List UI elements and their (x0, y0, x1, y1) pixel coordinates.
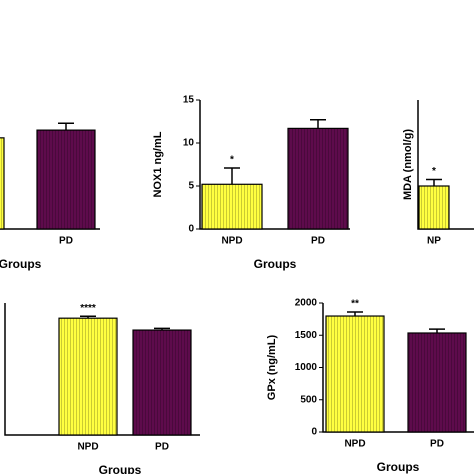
axis-line (417, 100, 474, 230)
error-bar (58, 122, 74, 131)
x-axis-label: Groups (99, 463, 142, 474)
y-tick-label: 1500 (295, 330, 318, 341)
bar-hatch (326, 316, 384, 432)
error-bar (80, 315, 96, 319)
x-axis-label: Groups (377, 460, 420, 474)
y-tick-label: 10 (183, 138, 195, 149)
bar-hatch (419, 186, 449, 229)
error-bar (426, 178, 442, 186)
y-axis-label: GPx (ng/mL) (266, 334, 278, 400)
y-tick-label: 1000 (295, 362, 318, 373)
x-tick-label: PD (311, 236, 325, 247)
y-axis-label: MDA (nmol/g) (402, 129, 414, 200)
x-tick-label: NPD (77, 442, 98, 453)
error-bar (429, 328, 445, 333)
annotation: **** (80, 303, 96, 314)
x-axis-label: Groups (0, 257, 42, 271)
x-tick-label: NP (427, 236, 441, 247)
bar-hatch (288, 128, 348, 229)
annotation: ** (351, 299, 359, 310)
x-tick-label: PD (59, 236, 73, 247)
y-tick-label: 0 (311, 427, 317, 438)
y-tick-label: 0 (188, 224, 194, 235)
y-tick-label: 5 (188, 181, 194, 192)
x-tick-label: NPD (344, 439, 365, 450)
annotation: * (432, 166, 436, 177)
y-axis-label: NOX1 ng/mL (152, 131, 164, 197)
annotation: * (230, 155, 234, 166)
bar-hatch (133, 330, 191, 435)
bar-hatch (59, 318, 117, 435)
x-tick-label: PD (430, 439, 444, 450)
y-tick-label: 15 (183, 95, 195, 106)
error-bar (224, 167, 240, 185)
error-bar (310, 119, 326, 129)
x-axis-label: Groups (254, 257, 297, 271)
x-tick-label: PD (155, 442, 169, 453)
error-bar (347, 311, 363, 317)
bar-hatch (408, 332, 466, 432)
y-tick-label: 500 (300, 394, 317, 405)
bar-hatch (37, 130, 95, 229)
bar-hatch (0, 137, 4, 229)
error-bar (154, 327, 170, 331)
y-tick-label: 2000 (295, 298, 318, 309)
x-tick-label: NPD (221, 236, 242, 247)
bar-hatch (202, 184, 262, 229)
